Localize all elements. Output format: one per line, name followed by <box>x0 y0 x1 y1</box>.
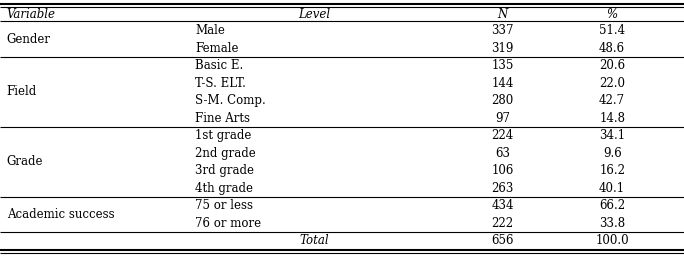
Text: 63: 63 <box>495 147 510 160</box>
Text: Academic success: Academic success <box>7 208 114 221</box>
Text: 319: 319 <box>492 42 514 55</box>
Text: 337: 337 <box>492 24 514 37</box>
Text: 2nd grade: 2nd grade <box>195 147 256 160</box>
Text: 14.8: 14.8 <box>599 112 625 125</box>
Text: %: % <box>607 7 618 21</box>
Text: 224: 224 <box>492 129 514 142</box>
Text: T-S. ELT.: T-S. ELT. <box>195 77 246 90</box>
Text: 222: 222 <box>492 217 514 230</box>
Text: Grade: Grade <box>7 155 43 169</box>
Text: 263: 263 <box>492 182 514 195</box>
Text: 1st grade: 1st grade <box>195 129 251 142</box>
Text: 66.2: 66.2 <box>599 199 625 212</box>
Text: N: N <box>498 7 508 21</box>
Text: 434: 434 <box>492 199 514 212</box>
Text: 100.0: 100.0 <box>595 234 629 247</box>
Text: 106: 106 <box>492 164 514 177</box>
Text: 9.6: 9.6 <box>603 147 622 160</box>
Text: 22.0: 22.0 <box>599 77 625 90</box>
Text: Level: Level <box>299 7 330 21</box>
Text: 33.8: 33.8 <box>599 217 625 230</box>
Text: Male: Male <box>195 24 225 37</box>
Text: Total: Total <box>300 234 330 247</box>
Text: 656: 656 <box>492 234 514 247</box>
Text: Field: Field <box>7 85 37 98</box>
Text: Basic E.: Basic E. <box>195 59 244 72</box>
Text: 76 or more: 76 or more <box>195 217 261 230</box>
Text: 20.6: 20.6 <box>599 59 625 72</box>
Text: Female: Female <box>195 42 239 55</box>
Text: 34.1: 34.1 <box>599 129 625 142</box>
Text: 4th grade: 4th grade <box>195 182 253 195</box>
Text: 144: 144 <box>492 77 514 90</box>
Text: Fine Arts: Fine Arts <box>195 112 250 125</box>
Text: S-M. Comp.: S-M. Comp. <box>195 94 265 107</box>
Text: 16.2: 16.2 <box>599 164 625 177</box>
Text: 42.7: 42.7 <box>599 94 625 107</box>
Text: 48.6: 48.6 <box>599 42 625 55</box>
Text: 97: 97 <box>495 112 510 125</box>
Text: Variable: Variable <box>7 7 56 21</box>
Text: 51.4: 51.4 <box>599 24 625 37</box>
Text: 280: 280 <box>492 94 514 107</box>
Text: 135: 135 <box>492 59 514 72</box>
Text: 40.1: 40.1 <box>599 182 625 195</box>
Text: 75 or less: 75 or less <box>195 199 253 212</box>
Text: 3rd grade: 3rd grade <box>195 164 254 177</box>
Text: Gender: Gender <box>7 33 51 46</box>
